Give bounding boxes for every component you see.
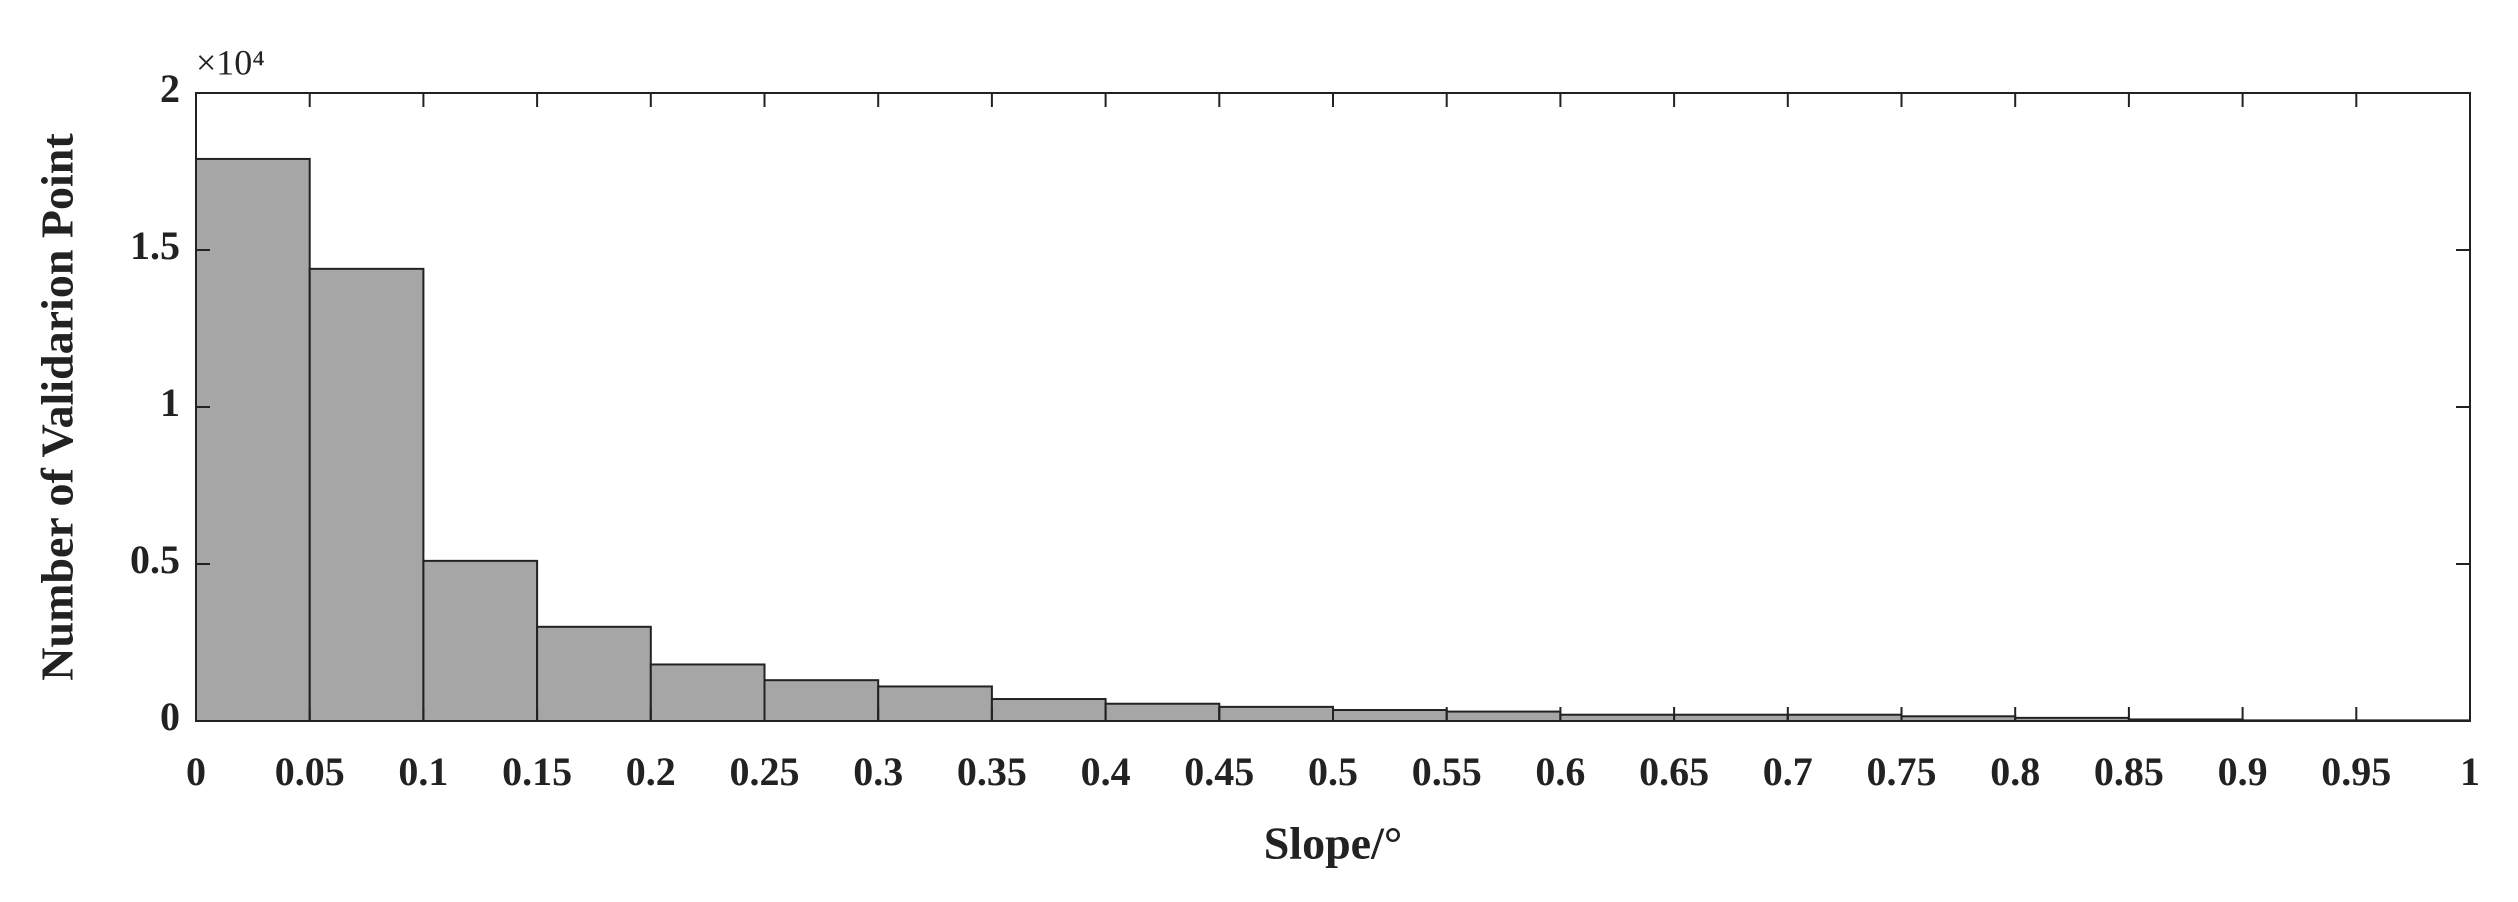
bar — [1445, 710, 1562, 723]
x-tick-label: 0.85 — [2094, 749, 2164, 794]
x-tick-label: 1 — [2460, 749, 2480, 794]
x-tick-label: 0.5 — [1308, 749, 1358, 794]
x-tick-label: 0.65 — [1639, 749, 1709, 794]
bar — [195, 157, 311, 722]
x-tick-label: 0.55 — [1412, 749, 1482, 794]
y-multiplier: ×10⁴ — [196, 42, 265, 82]
bar — [877, 685, 993, 723]
y-tick-label: 0 — [160, 694, 180, 739]
x-tick-label: 0.35 — [957, 749, 1027, 794]
x-tick-label: 0.2 — [626, 749, 676, 794]
x-tick-label: 0 — [186, 749, 206, 794]
bar — [422, 559, 539, 722]
y-tick-label: 1.5 — [130, 223, 180, 268]
bar — [1104, 702, 1221, 722]
bar — [1218, 705, 1335, 722]
y-tick-label: 0.5 — [130, 537, 180, 582]
bar — [1332, 709, 1448, 723]
x-tick-label: 0.05 — [275, 749, 345, 794]
x-tick-label: 0.25 — [730, 749, 800, 794]
y-tick-label: 1 — [160, 380, 180, 425]
y-axis-label: Number of Validarion Point — [32, 133, 83, 681]
bar — [536, 625, 652, 722]
x-tick-label: 0.4 — [1081, 749, 1131, 794]
x-axis-label: Slope/° — [1264, 818, 1403, 869]
bar — [649, 663, 766, 722]
x-tick-label: 0.1 — [398, 749, 448, 794]
y-tick-label: 2 — [160, 66, 180, 111]
x-tick-label: 0.75 — [1867, 749, 1937, 794]
bar — [308, 267, 425, 722]
x-tick-label: 0.9 — [2218, 749, 2268, 794]
x-tick-label: 0.95 — [2321, 749, 2391, 794]
x-tick-label: 0.45 — [1184, 749, 1254, 794]
x-tick-label: 0.7 — [1763, 749, 1813, 794]
bar — [763, 679, 880, 722]
bar — [990, 698, 1107, 723]
x-tick-label: 0.15 — [502, 749, 572, 794]
x-tick-label: 0.3 — [853, 749, 903, 794]
x-tick-label: 0.8 — [1990, 749, 2040, 794]
x-tick-label: 0.6 — [1535, 749, 1585, 794]
